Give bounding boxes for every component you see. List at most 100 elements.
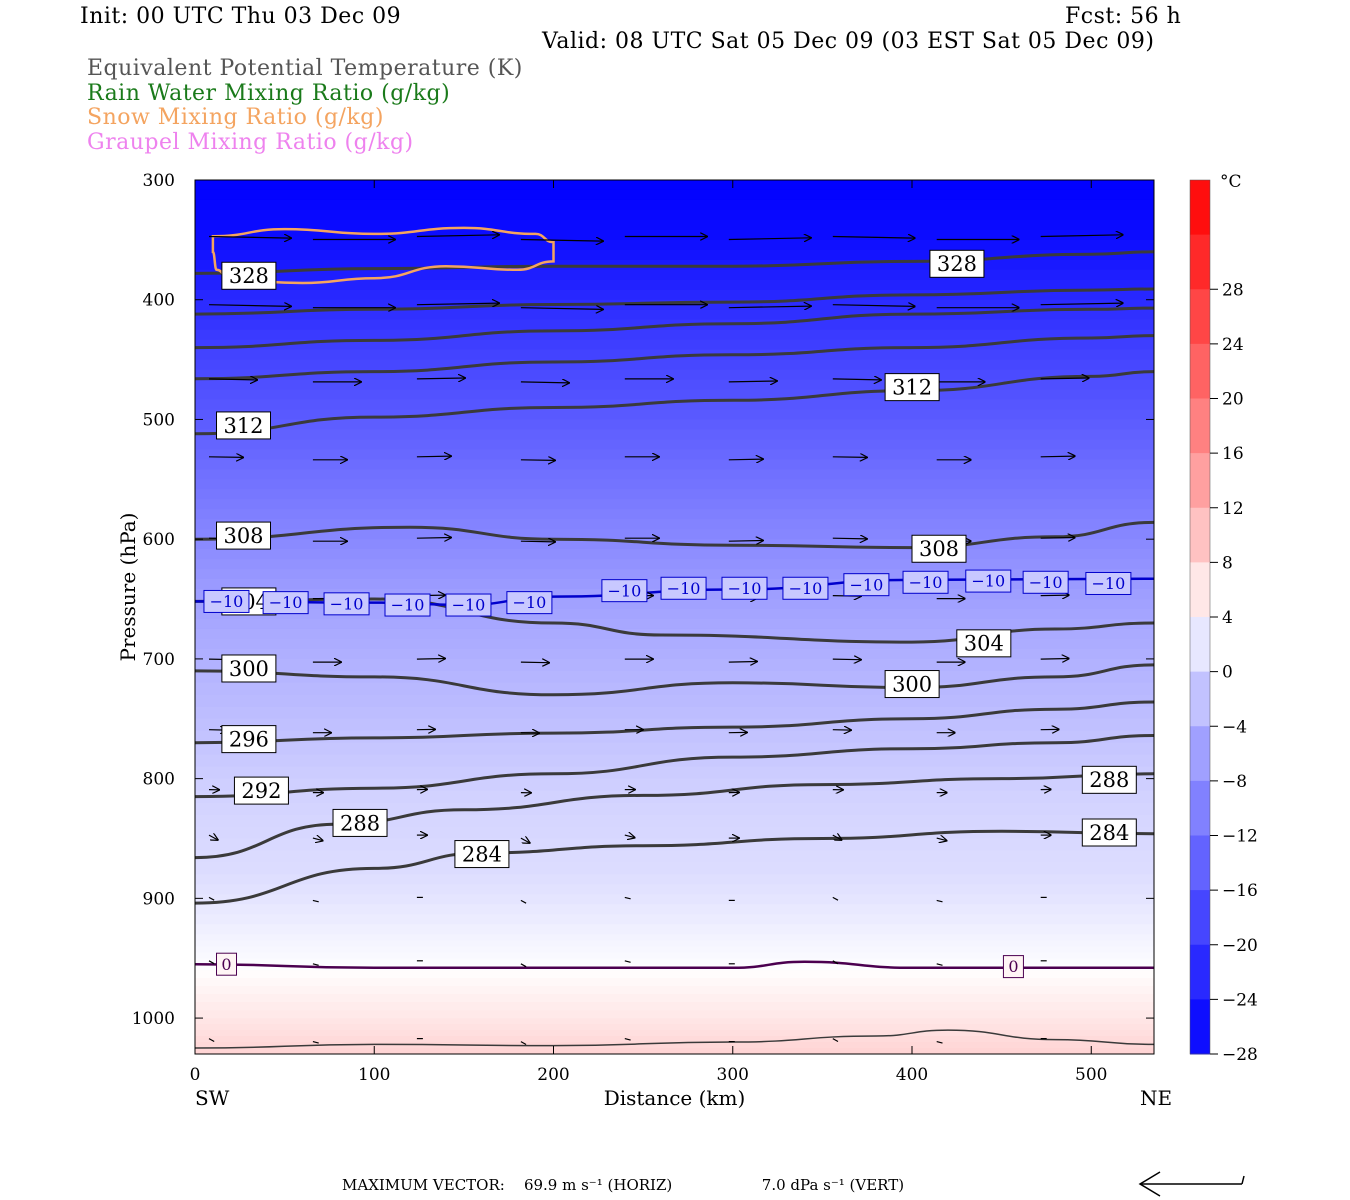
temperature-band	[195, 419, 1154, 431]
wind-vector	[832, 960, 839, 965]
wind-vector	[520, 1041, 527, 1046]
colorbar-tick-label: −12	[1222, 827, 1258, 847]
theta-e-label-288: 288	[332, 808, 388, 837]
wind-vector	[208, 237, 291, 239]
temperature-band	[195, 1002, 1154, 1011]
temperature-band	[195, 469, 1154, 480]
temperature-band	[195, 978, 1154, 987]
svg-text:296: 296	[229, 727, 269, 751]
wind-vector	[520, 838, 530, 843]
colorbar-segment	[1190, 398, 1210, 454]
wind-vector	[936, 1041, 943, 1044]
svg-text:288: 288	[1089, 768, 1129, 792]
isotherm-label: −10	[445, 593, 492, 617]
theta-e-contour-316	[195, 334, 1154, 381]
temperature-band	[195, 904, 1154, 915]
theta-e-contour-300	[195, 663, 1154, 697]
temperature-band	[195, 559, 1154, 570]
x-axis-label: Distance (km)	[604, 1086, 746, 1110]
isotherm-label: −10	[1085, 571, 1132, 595]
isotherm-label: −10	[384, 593, 431, 617]
wind-vector	[208, 960, 215, 965]
x-tick-label: 0	[190, 1065, 201, 1085]
wind-vector	[312, 838, 323, 841]
temperature-band	[195, 509, 1154, 520]
temperature-band	[195, 1048, 1154, 1054]
svg-text:0: 0	[1008, 957, 1018, 976]
isotherm-label: −10	[843, 573, 890, 597]
temperature-band	[195, 694, 1154, 708]
y-tick-label: 800	[143, 770, 175, 790]
isotherm-label: −10	[506, 591, 553, 615]
temperature-band	[195, 389, 1154, 401]
svg-text:292: 292	[241, 779, 281, 803]
temperature-band	[195, 489, 1154, 500]
wind-vector	[520, 382, 569, 383]
x-tick-label: 100	[358, 1065, 390, 1085]
svg-text:300: 300	[229, 657, 269, 681]
colorbar-unit: °C	[1220, 172, 1242, 192]
wind-vector	[208, 896, 215, 901]
y-tick-label: 900	[143, 889, 175, 909]
theta-e-contour-292	[195, 734, 1154, 799]
isotherm-label: −10	[1022, 570, 1069, 594]
wind-vector	[312, 963, 319, 966]
temperature-band	[195, 1030, 1154, 1037]
wind-vector	[728, 459, 763, 460]
temperature-band	[195, 599, 1154, 610]
wind-vector	[832, 538, 867, 539]
theta-e-label-312: 312	[216, 411, 272, 440]
wind-vector	[624, 896, 631, 900]
temperature-band	[195, 609, 1154, 620]
wind-vector	[416, 235, 499, 237]
temperature-band	[195, 1010, 1154, 1019]
temperature-band	[195, 219, 1154, 231]
wind-vector	[832, 237, 915, 239]
wind-vector	[728, 381, 777, 382]
theta-e-label-296: 296	[221, 725, 277, 754]
wind-vector	[416, 378, 465, 379]
x-tick-label: 200	[537, 1065, 569, 1085]
max-vector-horiz: 69.9 m s⁻¹ (HORIZ)	[523, 1176, 673, 1194]
svg-text:308: 308	[223, 524, 263, 548]
wind-vector	[520, 460, 555, 461]
svg-text:−10: −10	[608, 581, 642, 600]
wind-vector	[312, 1041, 319, 1044]
theta-e-contour-308	[195, 520, 1154, 550]
svg-text:288: 288	[340, 811, 380, 835]
temperature-band	[195, 429, 1154, 441]
theta-e-contour-284	[195, 829, 1154, 905]
max-vector-vert: 7.0 dPa s⁻¹ (VERT)	[761, 1176, 905, 1194]
temperature-band	[195, 730, 1154, 744]
svg-text:−10: −10	[210, 592, 244, 611]
theta-e-label-328: 328	[221, 261, 277, 290]
temperature-band	[195, 706, 1154, 720]
svg-text:−10: −10	[391, 596, 425, 615]
colorbar-segment	[1190, 944, 1210, 1000]
temperature-band	[195, 180, 1154, 191]
isotherm-label: −10	[902, 570, 949, 594]
svg-text:312: 312	[223, 414, 263, 438]
temperature-band	[195, 850, 1154, 864]
max-vector-arrow	[1138, 1171, 1245, 1197]
wind-vector	[416, 456, 451, 457]
temperature-band	[195, 884, 1154, 895]
wind-vector	[520, 240, 603, 242]
wind-vector	[520, 963, 527, 968]
wind-vector	[520, 308, 603, 310]
wind-vector	[1040, 538, 1075, 539]
wind-vector	[624, 960, 631, 963]
temperature-band	[195, 658, 1154, 672]
wind-vector	[208, 305, 291, 307]
colorbar: °C 28 24 20 16 12 8 4 0 −4 −8 −12 −16 −20 −24 −28	[1189, 172, 1258, 1065]
temperature-band	[195, 862, 1154, 876]
wind-vector	[624, 1038, 631, 1041]
temperature-band	[195, 742, 1154, 756]
isotherm-label: 0	[1002, 955, 1024, 979]
temperature-band	[195, 1024, 1154, 1031]
temperature-band	[195, 914, 1154, 925]
plot-frame	[194, 179, 1155, 1055]
colorbar-tick-label: −20	[1222, 936, 1258, 956]
theta-e-label-300: 300	[221, 654, 277, 683]
colorbar-segment	[1190, 617, 1210, 673]
